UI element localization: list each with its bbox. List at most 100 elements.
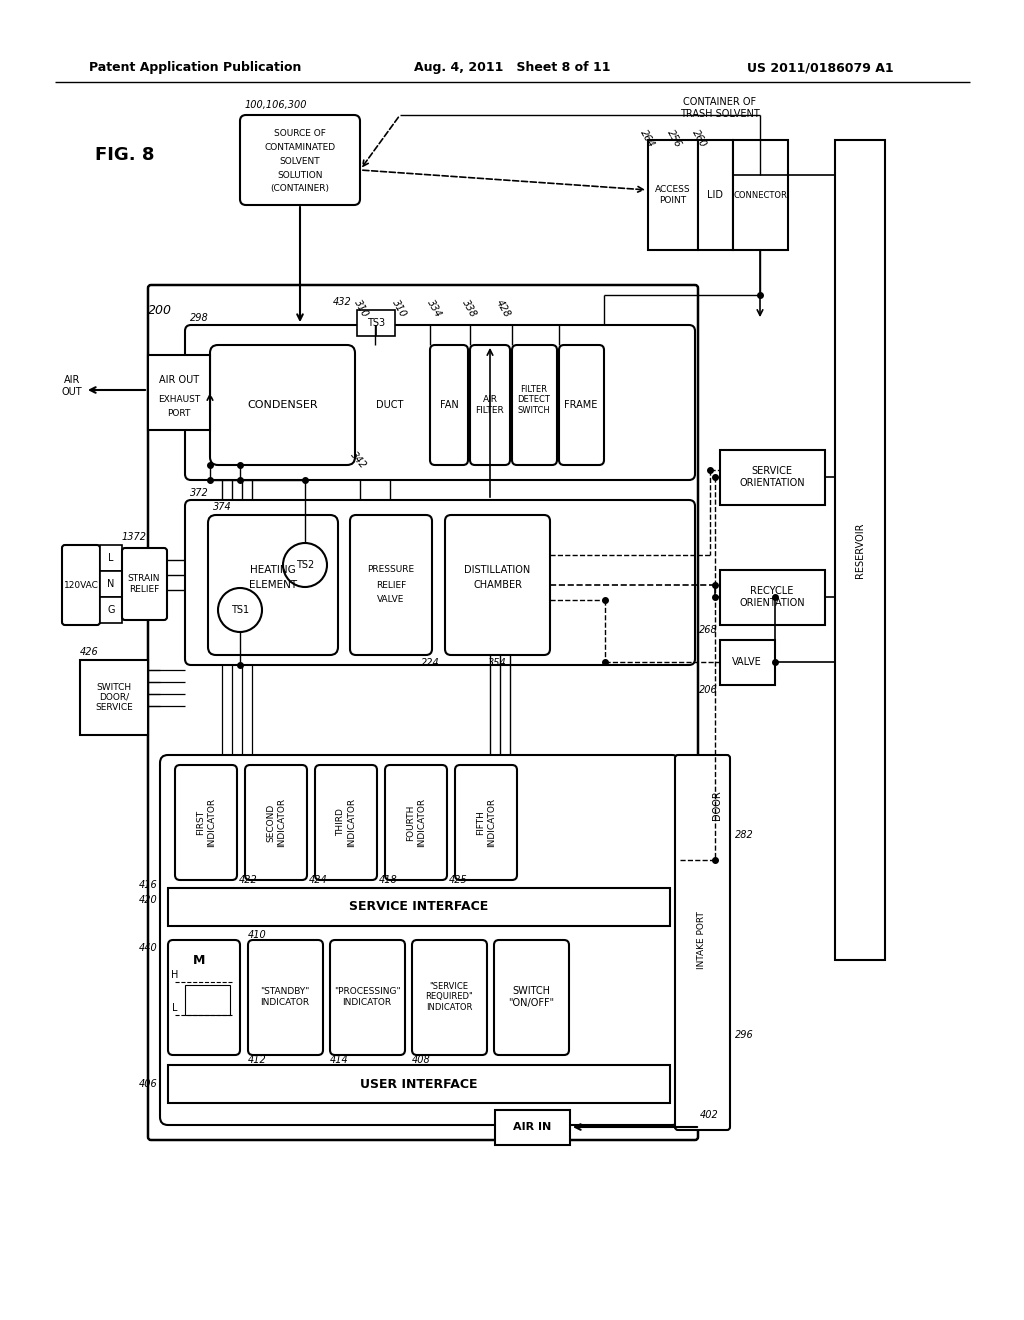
Text: TS2: TS2 xyxy=(296,560,314,570)
FancyBboxPatch shape xyxy=(559,345,604,465)
Text: 432: 432 xyxy=(333,297,352,308)
Text: 354: 354 xyxy=(488,657,507,668)
Text: CONTAINER OF: CONTAINER OF xyxy=(683,96,757,107)
Text: FOURTH
INDICATOR: FOURTH INDICATOR xyxy=(407,797,426,847)
Text: 416: 416 xyxy=(139,880,158,890)
Text: PORT: PORT xyxy=(167,408,190,417)
FancyBboxPatch shape xyxy=(122,548,167,620)
FancyBboxPatch shape xyxy=(330,940,406,1055)
Bar xyxy=(357,310,395,337)
Text: 224: 224 xyxy=(421,657,440,668)
FancyBboxPatch shape xyxy=(350,515,432,655)
Bar xyxy=(495,1110,570,1144)
Bar xyxy=(720,450,825,506)
Bar xyxy=(100,545,122,572)
Text: 412: 412 xyxy=(248,1055,266,1065)
Bar xyxy=(733,140,788,249)
Text: USER INTERFACE: USER INTERFACE xyxy=(360,1077,478,1090)
Text: Aug. 4, 2011   Sheet 8 of 11: Aug. 4, 2011 Sheet 8 of 11 xyxy=(414,62,610,74)
Bar xyxy=(168,888,670,927)
Bar xyxy=(720,640,775,685)
Text: SOLUTION: SOLUTION xyxy=(278,170,323,180)
FancyBboxPatch shape xyxy=(185,325,695,480)
Text: 426: 426 xyxy=(80,647,98,657)
FancyBboxPatch shape xyxy=(455,766,517,880)
Text: TS3: TS3 xyxy=(367,318,385,327)
Bar xyxy=(80,660,148,735)
Text: 200: 200 xyxy=(148,304,172,317)
Text: SOLVENT: SOLVENT xyxy=(280,157,321,165)
FancyBboxPatch shape xyxy=(160,755,680,1125)
Text: THIRD
INDICATOR: THIRD INDICATOR xyxy=(336,797,355,847)
Text: 424: 424 xyxy=(309,875,328,884)
FancyBboxPatch shape xyxy=(430,345,468,465)
Bar xyxy=(148,355,210,430)
FancyBboxPatch shape xyxy=(470,345,510,465)
Text: 296: 296 xyxy=(735,1030,754,1040)
Text: 206: 206 xyxy=(699,685,718,696)
Text: M: M xyxy=(193,953,206,966)
Text: 100,106,300: 100,106,300 xyxy=(245,100,307,110)
Bar xyxy=(100,572,122,597)
Text: ACCESS
POINT: ACCESS POINT xyxy=(655,185,691,205)
Text: SECOND
INDICATOR: SECOND INDICATOR xyxy=(266,797,286,847)
Text: 374: 374 xyxy=(213,502,231,512)
Text: FAN: FAN xyxy=(439,400,459,411)
Text: 338: 338 xyxy=(461,297,478,318)
Text: FIRST
INDICATOR: FIRST INDICATOR xyxy=(197,797,216,847)
Text: HEATING: HEATING xyxy=(250,565,296,576)
Text: 120VAC: 120VAC xyxy=(63,581,98,590)
Text: 428: 428 xyxy=(494,297,512,318)
Text: 414: 414 xyxy=(330,1055,349,1065)
Text: 406: 406 xyxy=(139,1078,158,1089)
Text: SERVICE
ORIENTATION: SERVICE ORIENTATION xyxy=(739,466,805,488)
Text: FRAME: FRAME xyxy=(564,400,598,411)
Text: DUCT: DUCT xyxy=(376,400,403,411)
Text: 268: 268 xyxy=(699,624,718,635)
Text: "SERVICE
REQUIRED"
INDICATOR: "SERVICE REQUIRED" INDICATOR xyxy=(425,982,473,1012)
Text: STRAIN
RELIEF: STRAIN RELIEF xyxy=(128,574,160,594)
Text: 282: 282 xyxy=(735,830,754,840)
FancyBboxPatch shape xyxy=(148,285,698,1140)
Text: 410: 410 xyxy=(248,931,266,940)
Text: 264: 264 xyxy=(639,128,656,149)
Bar xyxy=(720,570,825,624)
Text: TRASH SOLVENT: TRASH SOLVENT xyxy=(680,110,760,119)
Text: DOOR: DOOR xyxy=(712,791,722,820)
FancyBboxPatch shape xyxy=(245,766,307,880)
Text: SOURCE OF: SOURCE OF xyxy=(274,128,326,137)
Text: VALVE: VALVE xyxy=(377,595,404,605)
Text: 425: 425 xyxy=(449,875,468,884)
Text: 440: 440 xyxy=(139,942,158,953)
Bar xyxy=(185,985,230,1015)
Text: Patent Application Publication: Patent Application Publication xyxy=(89,62,301,74)
Text: 342: 342 xyxy=(348,450,368,470)
Bar xyxy=(648,140,698,249)
FancyBboxPatch shape xyxy=(240,115,360,205)
Bar xyxy=(698,140,733,249)
Text: 310: 310 xyxy=(352,297,371,318)
Text: 402: 402 xyxy=(700,1110,719,1119)
Text: PRESSURE: PRESSURE xyxy=(368,565,415,574)
Text: 298: 298 xyxy=(190,313,209,323)
Text: 1372: 1372 xyxy=(122,532,147,543)
Text: CONDENSER: CONDENSER xyxy=(247,400,317,411)
FancyBboxPatch shape xyxy=(494,940,569,1055)
Text: RELIEF: RELIEF xyxy=(376,581,407,590)
Text: AIR
FILTER: AIR FILTER xyxy=(475,395,505,414)
Text: OUT: OUT xyxy=(61,387,82,397)
Text: 372: 372 xyxy=(190,488,209,498)
Text: L: L xyxy=(109,553,114,564)
FancyBboxPatch shape xyxy=(248,940,323,1055)
FancyBboxPatch shape xyxy=(175,766,237,880)
FancyBboxPatch shape xyxy=(185,500,695,665)
Text: CONTAMINATED: CONTAMINATED xyxy=(264,143,336,152)
Bar xyxy=(100,597,122,623)
Text: 334: 334 xyxy=(426,297,443,318)
FancyBboxPatch shape xyxy=(445,515,550,655)
FancyBboxPatch shape xyxy=(675,755,730,1130)
Text: "PROCESSING"
INDICATOR: "PROCESSING" INDICATOR xyxy=(334,987,400,1007)
Text: SWITCH
"ON/OFF": SWITCH "ON/OFF" xyxy=(508,986,554,1007)
Text: (CONTAINER): (CONTAINER) xyxy=(270,185,330,194)
Text: INTAKE PORT: INTAKE PORT xyxy=(697,911,707,969)
